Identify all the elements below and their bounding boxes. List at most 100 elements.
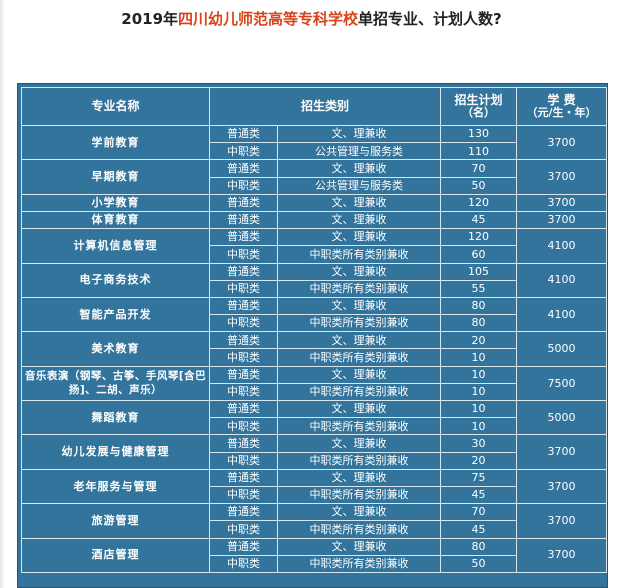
- category-type-cell: 中职类: [209, 279, 278, 298]
- header-fee-line1: 学 费: [547, 93, 576, 108]
- plan-count-cell: 45: [440, 485, 518, 505]
- tuition-fee-cell: 3700: [516, 159, 608, 195]
- table-row: 中职类 中职类所有类别兼收 80: [22, 314, 607, 333]
- table-row: 舞蹈教育 普通类 文、理兼收 10 5000: [21, 399, 608, 436]
- tuition-fee-cell: 4100: [516, 296, 608, 333]
- category-type-cell: 普通类: [209, 399, 278, 419]
- plan-count-cell: 10: [440, 399, 518, 419]
- tuition-fee-cell: 3700: [516, 124, 608, 161]
- page-title: 2019年四川幼儿师范高等专科学校单招专业、计划人数?: [0, 7, 623, 31]
- header-plan-line1: 招生计划: [454, 93, 503, 108]
- category-scope-cell: 公共管理与服务类: [276, 142, 442, 161]
- category-scope-cell: 文、理兼收: [276, 434, 442, 453]
- table-row: 中职类 中职类所有类别兼收 45: [22, 485, 607, 505]
- header-plan: 招生计划 （名）: [440, 87, 518, 126]
- category-type-cell: 普通类: [209, 365, 278, 384]
- tuition-fee-cell: 3700: [516, 193, 608, 212]
- admission-plan-table-image: 专业名称 招生类别 招生计划 （名） 学 费 （元/生・年） 学前教育 普通类 文、…: [17, 83, 608, 588]
- table-row: 智能产品开发 普通类 文、理兼收 80 4100: [21, 296, 608, 333]
- category-scope-cell: 中职类所有类别兼收: [276, 520, 442, 539]
- category-scope-cell: 文、理兼收: [276, 210, 442, 230]
- table-row: 中职类 中职类所有类别兼收 10: [22, 382, 607, 402]
- table-row: 幼儿发展与健康管理 普通类 文、理兼收 30 3700: [21, 434, 608, 470]
- plan-count-cell: 10: [440, 365, 518, 384]
- category-type-cell: 中职类: [209, 314, 278, 333]
- category-scope-cell: 中职类所有类别兼收: [276, 485, 442, 505]
- category-type-cell: 普通类: [209, 296, 278, 316]
- tuition-fee-cell: 3700: [516, 210, 608, 230]
- school-name-link[interactable]: 四川幼儿师范高等专科学校: [178, 10, 359, 28]
- category-scope-cell: 文、理兼收: [276, 159, 442, 178]
- category-scope-cell: 中职类所有类别兼收: [276, 451, 442, 470]
- plan-count-cell: 80: [440, 537, 518, 556]
- category-type-cell: 普通类: [209, 468, 278, 487]
- category-type-cell: 中职类: [209, 348, 278, 367]
- tuition-fee-cell: 4100: [516, 262, 608, 298]
- category-scope-cell: 文、理兼收: [276, 193, 442, 212]
- table-row: 学前教育 普通类 文、理兼收 130 3700: [21, 124, 608, 161]
- table-row: 中职类 中职类所有类别兼收 10: [22, 348, 607, 367]
- table-header-row: 专业名称 招生类别 招生计划 （名） 学 费 （元/生・年）: [21, 87, 608, 126]
- category-type-cell: 普通类: [209, 262, 278, 281]
- plan-count-cell: 60: [440, 245, 518, 264]
- category-type-cell: 中职类: [209, 245, 278, 264]
- category-scope-cell: 文、理兼收: [276, 296, 442, 316]
- plan-count-cell: 110: [440, 142, 518, 161]
- plan-count-cell: 120: [440, 228, 518, 247]
- table-row: 酒店管理 普通类 文、理兼收 80 3700: [21, 537, 608, 573]
- category-type-cell: 普通类: [209, 159, 278, 178]
- tuition-fee-cell: 3700: [516, 537, 608, 573]
- plan-count-cell: 130: [440, 124, 518, 144]
- category-scope-cell: 中职类所有类别兼收: [276, 417, 442, 436]
- table-row: 中职类 公共管理与服务类 110: [22, 142, 607, 161]
- category-scope-cell: 公共管理与服务类: [276, 176, 442, 195]
- major-name-cell: 酒店管理: [21, 537, 210, 573]
- header-major: 专业名称: [21, 87, 210, 126]
- header-category: 招生类别: [208, 87, 442, 126]
- major-name-cell: 音乐表演（钢琴、古筝、手风琴[含巴扬]、二胡、声乐）: [21, 365, 210, 402]
- category-type-cell: 普通类: [209, 331, 278, 350]
- plan-count-cell: 10: [440, 417, 518, 436]
- category-type-cell: 中职类: [209, 176, 278, 195]
- header-fee: 学 费 （元/生・年）: [516, 87, 608, 126]
- table-row: 中职类 中职类所有类别兼收 60: [22, 245, 607, 264]
- category-scope-cell: 中职类所有类别兼收: [276, 382, 442, 402]
- table-row: 小学教育 普通类 文、理兼收 120 3700: [21, 193, 608, 212]
- category-scope-cell: 中职类所有类别兼收: [276, 245, 442, 264]
- plan-count-cell: 70: [440, 503, 518, 522]
- category-type-cell: 中职类: [209, 554, 278, 573]
- plan-count-cell: 10: [440, 348, 518, 367]
- tuition-fee-cell: 4100: [516, 228, 608, 264]
- category-type-cell: 中职类: [209, 485, 278, 505]
- category-scope-cell: 文、理兼收: [276, 537, 442, 556]
- table-row: 美术教育 普通类 文、理兼收 20 5000: [21, 331, 608, 367]
- plan-count-cell: 30: [440, 434, 518, 453]
- title-year: 2019年: [121, 10, 179, 28]
- table-row: 中职类 中职类所有类别兼收 10: [22, 417, 607, 436]
- major-name-cell: 旅游管理: [21, 503, 210, 539]
- table-body: 学前教育 普通类 文、理兼收 130 3700 中职类 公共管理与服务类 110 早期教育 普通类…: [21, 124, 608, 573]
- plan-count-cell: 70: [440, 159, 518, 178]
- plan-count-cell: 80: [440, 314, 518, 333]
- plan-count-cell: 10: [440, 382, 518, 402]
- tuition-fee-cell: 5000: [516, 331, 608, 367]
- category-type-cell: 中职类: [209, 142, 278, 161]
- tuition-fee-cell: 3700: [516, 434, 608, 470]
- plan-count-cell: 45: [440, 210, 518, 230]
- major-name-cell: 计算机信息管理: [21, 228, 210, 264]
- admission-plan-table: 专业名称 招生类别 招生计划 （名） 学 费 （元/生・年） 学前教育 普通类 文、…: [21, 87, 608, 573]
- plan-count-cell: 50: [440, 554, 518, 573]
- category-scope-cell: 文、理兼收: [276, 228, 442, 247]
- table-row: 音乐表演（钢琴、古筝、手风琴[含巴扬]、二胡、声乐） 普通类 文、理兼收 10 7500: [21, 365, 608, 402]
- plan-count-cell: 105: [440, 262, 518, 281]
- category-scope-cell: 文、理兼收: [276, 124, 442, 144]
- category-type-cell: 普通类: [209, 503, 278, 522]
- major-name-cell: 智能产品开发: [21, 296, 210, 333]
- tuition-fee-cell: 3700: [516, 503, 608, 539]
- major-name-cell: 幼儿发展与健康管理: [21, 434, 210, 470]
- table-row: 计算机信息管理 普通类 文、理兼收 120 4100: [21, 228, 608, 264]
- major-name-cell: 舞蹈教育: [21, 399, 210, 436]
- plan-count-cell: 80: [440, 296, 518, 316]
- category-scope-cell: 文、理兼收: [276, 399, 442, 419]
- plan-count-cell: 55: [440, 279, 518, 298]
